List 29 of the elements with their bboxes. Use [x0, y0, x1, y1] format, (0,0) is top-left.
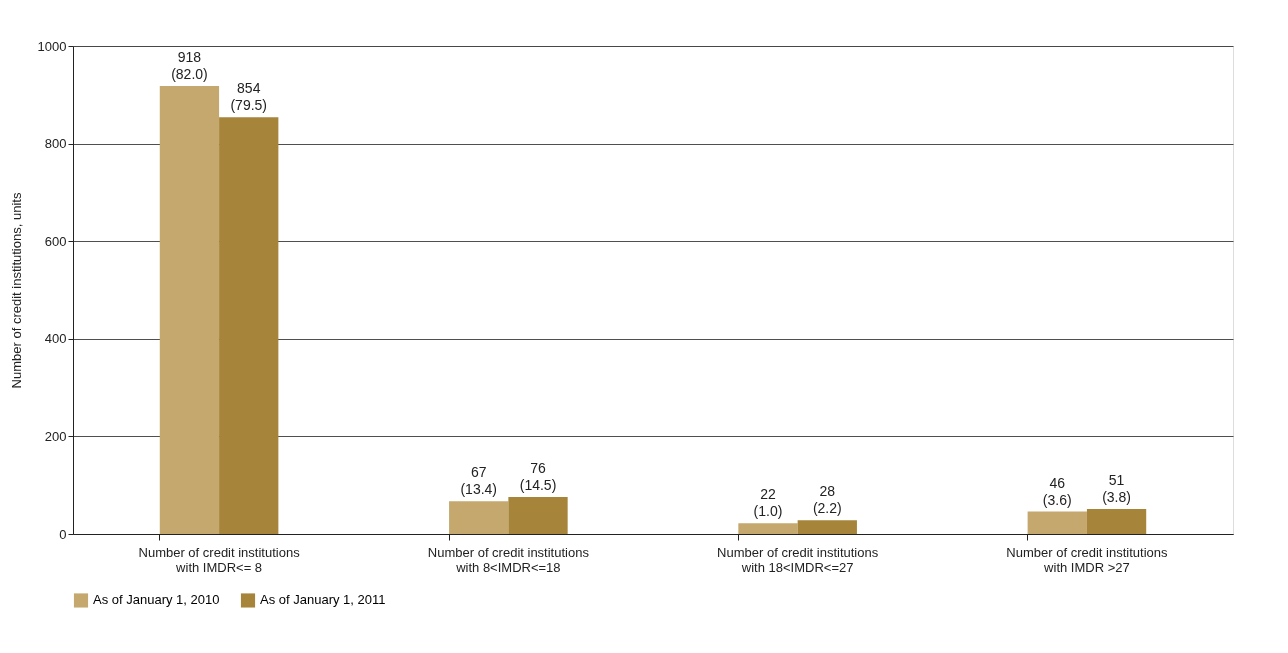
- data-label: 46 (3.6): [1042, 474, 1072, 508]
- y-tick-label: 600: [44, 233, 67, 249]
- data-label: 854 (79.5): [230, 80, 268, 114]
- x-tick-label: Number of credit institutions with IMDR >27: [1006, 544, 1168, 575]
- bar: [1027, 511, 1087, 534]
- bar: [449, 501, 509, 534]
- y-tick-label: 800: [44, 136, 67, 152]
- y-tick-label: 200: [44, 428, 67, 444]
- data-label: 28 (2.2): [812, 483, 842, 517]
- y-tick-label: 1000: [37, 38, 67, 54]
- bar: [219, 117, 279, 534]
- data-label: 67 (13.4): [460, 464, 497, 498]
- y-axis-title: Number of credit institutions, units: [8, 192, 24, 389]
- legend-label: As of January 1, 2011: [260, 592, 386, 608]
- bar: [738, 523, 798, 534]
- legend-label: As of January 1, 2010: [93, 592, 220, 608]
- data-label: 22 (1.0): [753, 486, 783, 520]
- y-tick-label: 0: [59, 526, 67, 542]
- y-tick-label: 400: [44, 331, 67, 347]
- x-tick-label: Number of credit institutions with 8<IMDR<=18: [427, 544, 590, 575]
- bar: [508, 496, 568, 534]
- bar: [1086, 509, 1147, 534]
- x-tick-label: Number of credit institutions with 18<IMDR<=27: [717, 544, 879, 575]
- data-label: 51 (3.8): [1102, 472, 1131, 506]
- bar: [159, 86, 220, 534]
- x-tick-label: Number of credit institutions with IMDR<= 8: [138, 544, 301, 575]
- data-label: 918 (82.0): [171, 49, 208, 83]
- bar: [797, 520, 857, 534]
- data-label: 76 (14.5): [519, 459, 557, 493]
